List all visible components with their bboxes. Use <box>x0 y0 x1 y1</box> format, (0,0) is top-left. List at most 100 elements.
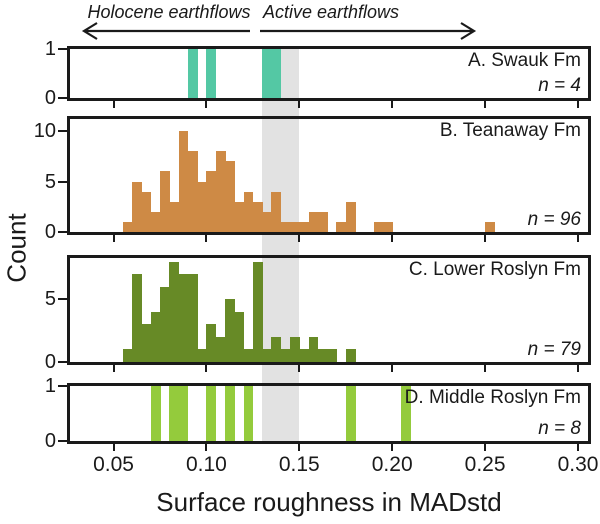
histogram-bar <box>317 349 328 362</box>
x-axis-tick <box>205 442 208 451</box>
x-axis-tick <box>205 363 208 372</box>
histogram-bar <box>141 324 152 362</box>
histogram-bar <box>122 221 133 232</box>
histogram-bar <box>345 349 356 362</box>
histogram-bar <box>187 151 198 232</box>
y-tick-label: 0 <box>44 221 56 243</box>
histogram-bar <box>169 261 180 362</box>
histogram-bar <box>290 221 300 232</box>
x-tick-label: 0.20 <box>371 453 413 476</box>
histogram-bar <box>215 336 226 362</box>
histogram-bar <box>206 171 217 232</box>
histogram-bar <box>271 191 282 232</box>
histogram-bar <box>187 49 198 98</box>
y-axis-tick <box>58 48 67 50</box>
histogram-bar <box>197 181 207 232</box>
y-tick-label: 0 <box>44 430 56 452</box>
x-tick-label: 0.25 <box>464 453 506 476</box>
histogram-bar <box>290 336 300 362</box>
left-arrow-icon <box>81 22 250 40</box>
active-earthflow-roughness-band <box>262 46 300 444</box>
histogram-bar <box>206 324 217 362</box>
histogram-bar <box>271 336 282 362</box>
histogram-bar <box>224 161 235 232</box>
histogram-bar <box>197 349 207 362</box>
y-axis-tick <box>58 385 67 387</box>
y-axis-tick <box>58 361 67 363</box>
histogram-bar <box>271 49 282 98</box>
histogram-bar <box>150 311 161 362</box>
histogram-bar <box>178 131 189 232</box>
histogram-bar <box>159 286 170 362</box>
histogram-bar <box>345 386 356 441</box>
histogram-bar <box>169 201 180 232</box>
x-tick-label: 0.15 <box>278 453 320 476</box>
y-axis-tick <box>58 440 67 442</box>
x-axis-tick <box>484 233 487 242</box>
histogram-bar <box>262 49 272 98</box>
histogram-bar <box>159 171 170 232</box>
histogram-bar <box>382 221 393 232</box>
histogram-bar <box>234 311 245 362</box>
histogram-bar <box>299 349 310 362</box>
panel-title: C. Lower Roslyn Fm <box>408 259 581 280</box>
x-axis-tick <box>112 99 115 108</box>
histogram-bar <box>187 274 198 362</box>
x-axis-tick <box>112 442 115 451</box>
x-axis-tick <box>298 442 301 451</box>
x-axis-tick <box>484 363 487 372</box>
x-axis-tick <box>391 233 394 242</box>
histogram-bar <box>206 49 217 98</box>
histogram-bar <box>280 349 291 362</box>
active-earthflows-annotation: Active earthflows <box>262 2 400 22</box>
y-axis-tick <box>58 130 67 133</box>
panel-c: C. Lower Roslyn Fm n = 79 <box>67 255 591 365</box>
histogram-bar <box>299 221 310 232</box>
x-tick-label: 0.10 <box>185 453 227 476</box>
y-tick-label: 1 <box>44 375 56 397</box>
sample-count-label: n = 96 <box>527 209 581 230</box>
histogram-bar <box>327 349 338 362</box>
histogram-bar <box>141 191 152 232</box>
panel-title: B. Teanaway Fm <box>439 120 581 141</box>
histogram-bar <box>252 261 263 362</box>
x-axis-tick <box>577 233 579 242</box>
panel-title: D. Middle Roslyn Fm <box>404 387 581 408</box>
histogram-bar <box>485 221 495 232</box>
x-axis-tick <box>112 233 115 242</box>
y-tick-label: 0 <box>44 351 56 373</box>
histogram-bar <box>132 181 142 232</box>
histogram-bar <box>224 299 235 362</box>
histogram-bar <box>132 274 142 362</box>
y-axis-tick <box>58 97 67 99</box>
holocene-earthflows-annotation: Holocene earthflows <box>87 2 251 22</box>
histogram-bar <box>262 349 272 362</box>
x-axis-label: Surface roughness in MADstd <box>156 487 502 517</box>
panel-d: D. Middle Roslyn Fm n = 8 <box>67 383 591 444</box>
histogram-bar <box>178 274 189 362</box>
histogram-bar <box>224 386 235 441</box>
histogram-bar <box>243 349 254 362</box>
histogram-bar <box>243 386 254 441</box>
y-tick-label: 10 <box>33 120 56 143</box>
histogram-bar <box>206 386 217 441</box>
histogram-bar <box>345 201 356 232</box>
x-tick-label: 0.05 <box>93 453 134 476</box>
histogram-bar <box>317 211 328 232</box>
y-axis-tick <box>58 231 67 233</box>
panel-title: A. Swauk Fm <box>468 50 581 71</box>
histogram-bar <box>262 211 272 232</box>
histogram-bar <box>373 221 384 232</box>
x-axis-tick <box>484 99 487 108</box>
histogram-bar <box>178 386 189 441</box>
y-tick-label: 1 <box>44 38 56 60</box>
x-axis-tick <box>484 442 487 451</box>
x-axis-tick <box>298 99 301 108</box>
histogram-bar <box>122 349 133 362</box>
x-axis-tick <box>577 363 579 372</box>
sample-count-label: n = 79 <box>527 339 581 360</box>
right-arrow-icon <box>260 22 477 40</box>
panel-a: A. Swauk Fm n = 4 <box>67 46 591 101</box>
x-axis-tick <box>577 99 579 108</box>
